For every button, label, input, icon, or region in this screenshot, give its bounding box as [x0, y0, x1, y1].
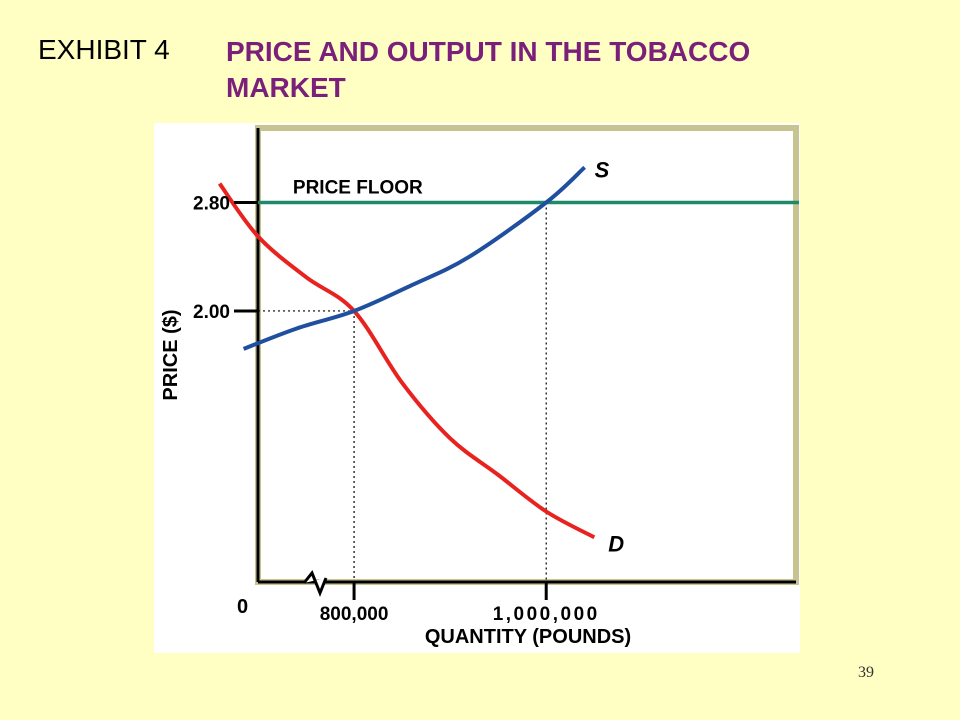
page-number: 39: [858, 664, 874, 681]
supply-demand-chart: PRICE FLOOR D S 2.00 2.80 800,000 1,000,00…: [154, 123, 800, 653]
demand-curve: [217, 182, 596, 540]
y-tick-label-0: 2.00: [193, 302, 230, 323]
y-axis-ticks: 2.00 2.80: [193, 194, 258, 323]
y-tick-label-1: 2.80: [193, 194, 230, 215]
axis-break-icon: [302, 570, 328, 598]
supply-label: S: [595, 157, 610, 182]
origin-label: 0: [237, 596, 248, 618]
x-tick-label-1: 1,000,000: [493, 604, 600, 625]
x-axis-ticks: 800,000 1,000,000: [320, 582, 600, 625]
supply-curve: [242, 165, 586, 351]
y-axis-title: PRICE ($): [160, 309, 182, 400]
slide-title: PRICE AND OUTPUT IN THE TOBACCO MARKET: [226, 36, 751, 103]
price-floor-label: PRICE FLOOR: [293, 178, 423, 199]
exhibit-label: EXHIBIT 4: [38, 34, 170, 65]
x-axis-title: QUANTITY (POUNDS): [425, 626, 631, 648]
chart-figure: PRICE FLOOR D S 2.00 2.80 800,000 1,000,00…: [154, 123, 800, 653]
x-tick-label-0: 800,000: [320, 604, 389, 625]
demand-label: D: [608, 531, 624, 556]
